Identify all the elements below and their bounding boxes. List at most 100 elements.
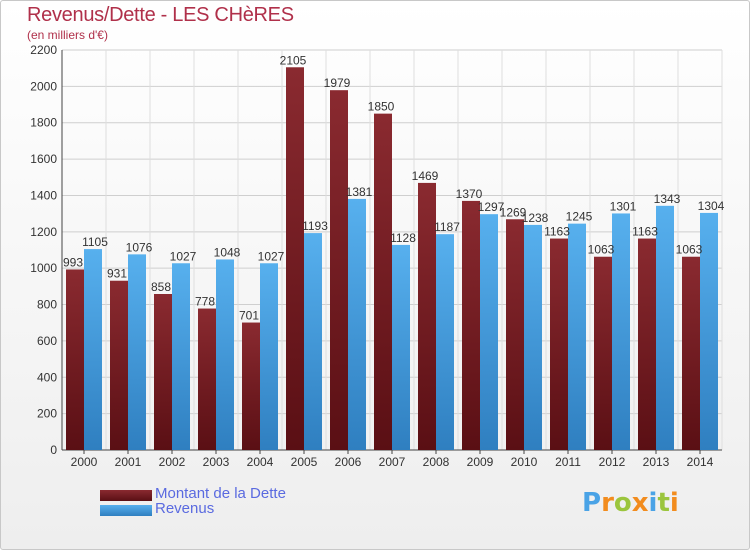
x-tick-label: 2011 (555, 455, 581, 469)
logo-letter: P (582, 488, 602, 518)
bar-debt (66, 269, 84, 450)
y-tick-label: 2200 (30, 43, 57, 57)
bar-debt (286, 67, 304, 450)
data-label-revenue: 1245 (566, 210, 593, 224)
y-tick-label: 1200 (30, 225, 57, 239)
x-tick-label: 2007 (379, 455, 406, 469)
bar-revenue (524, 224, 542, 450)
data-label-revenue: 1076 (126, 240, 153, 254)
bar-debt (154, 294, 172, 450)
bar-revenue (436, 234, 454, 450)
logo-letter: i (669, 488, 679, 518)
x-tick-label: 2006 (335, 455, 362, 469)
x-tick-label: 2005 (291, 455, 318, 469)
data-label-revenue: 1301 (610, 199, 637, 213)
bar-debt (638, 238, 656, 450)
logo-letter: t (657, 488, 670, 518)
data-label-revenue: 1304 (698, 199, 725, 213)
y-tick-label: 1600 (30, 152, 57, 166)
legend-label-revenue: Revenus (155, 500, 215, 517)
x-tick-label: 2010 (511, 455, 538, 469)
data-label-debt: 858 (151, 280, 171, 294)
bar-debt (418, 182, 436, 450)
x-tick-label: 2004 (247, 455, 274, 469)
data-label-debt: 1979 (324, 76, 351, 90)
data-label-debt: 1370 (456, 187, 483, 201)
y-tick-label: 600 (37, 334, 57, 348)
bar-revenue (304, 233, 322, 450)
bar-revenue (128, 254, 146, 450)
chart-subtitle: (en milliers d'€) (27, 28, 108, 42)
y-tick-label: 1400 (30, 188, 57, 202)
data-label-revenue: 1048 (214, 245, 241, 259)
chart-title: Revenus/Dette - LES CHèRES (27, 4, 294, 26)
bar-revenue (392, 244, 410, 450)
y-tick-label: 0 (50, 443, 57, 457)
y-tick-label: 400 (37, 370, 57, 384)
data-label-debt: 1063 (588, 243, 615, 257)
x-tick-label: 2003 (203, 455, 230, 469)
bars (66, 67, 718, 451)
bar-debt (682, 256, 700, 450)
data-label-revenue: 1238 (522, 211, 549, 225)
data-label-revenue: 1343 (654, 192, 681, 206)
data-label-debt: 778 (195, 295, 215, 309)
logo-letter: o (613, 488, 632, 518)
data-label-debt: 2105 (280, 53, 307, 67)
data-label-revenue: 1105 (82, 235, 108, 249)
proxiti-logo: Proxiti (582, 488, 679, 518)
bar-revenue (84, 249, 102, 450)
bar-debt (594, 256, 612, 450)
bar-debt (462, 200, 480, 450)
y-tick-label: 800 (37, 298, 57, 312)
data-label-revenue: 1128 (390, 231, 416, 245)
x-tick-label: 2013 (643, 455, 670, 469)
y-tick-label: 1800 (30, 116, 57, 130)
bar-debt (198, 308, 216, 450)
logo-letter: x (631, 488, 649, 518)
y-tick-label: 200 (37, 407, 57, 421)
y-tick-label: 1000 (30, 261, 57, 275)
data-label-debt: 1469 (412, 169, 439, 183)
data-labels: 993 1105 931 1076 858 1027 778 1048 701 1027 2105 1… (63, 53, 725, 322)
data-label-revenue: 1027 (170, 249, 197, 263)
logo-letter: i (648, 488, 658, 518)
x-tick-label: 2000 (71, 455, 98, 469)
bar-revenue (700, 212, 718, 450)
bar-debt (330, 90, 348, 450)
data-label-debt: 931 (107, 267, 127, 281)
y-tick-label: 2000 (30, 79, 57, 93)
data-label-debt: 1063 (676, 243, 703, 257)
data-label-debt: 1850 (368, 100, 395, 114)
bar-revenue (568, 223, 586, 450)
data-label-debt: 993 (63, 255, 83, 269)
data-label-revenue: 1381 (346, 185, 373, 199)
data-label-revenue: 1297 (478, 200, 505, 214)
data-label-revenue: 1187 (434, 220, 460, 234)
bar-debt (110, 280, 128, 450)
x-tick-label: 2014 (687, 455, 714, 469)
legend-label-debt: Montant de la Dette (155, 485, 286, 502)
x-tick-label: 2009 (467, 455, 494, 469)
bar-revenue (480, 214, 498, 450)
bar-debt (506, 219, 524, 450)
data-label-revenue: 1193 (302, 219, 328, 233)
bar-revenue (216, 259, 234, 450)
bar-debt (242, 322, 260, 450)
logo-letter: r (601, 488, 614, 518)
data-label-revenue: 1027 (258, 249, 285, 263)
x-tick-label: 2001 (115, 455, 142, 469)
x-tick-label: 2008 (423, 455, 450, 469)
data-label-debt: 1269 (500, 205, 527, 219)
data-label-debt: 1163 (544, 225, 570, 239)
data-label-debt: 701 (239, 309, 259, 323)
bar-revenue (656, 205, 674, 450)
legend-swatch-revenue (100, 505, 152, 516)
bar-debt (550, 238, 568, 450)
bar-revenue (260, 263, 278, 450)
bar-revenue (172, 263, 190, 450)
bar-debt (374, 113, 392, 451)
x-tick-label: 2012 (599, 455, 626, 469)
bar-revenue (348, 198, 366, 450)
legend-swatch-debt (100, 490, 152, 501)
